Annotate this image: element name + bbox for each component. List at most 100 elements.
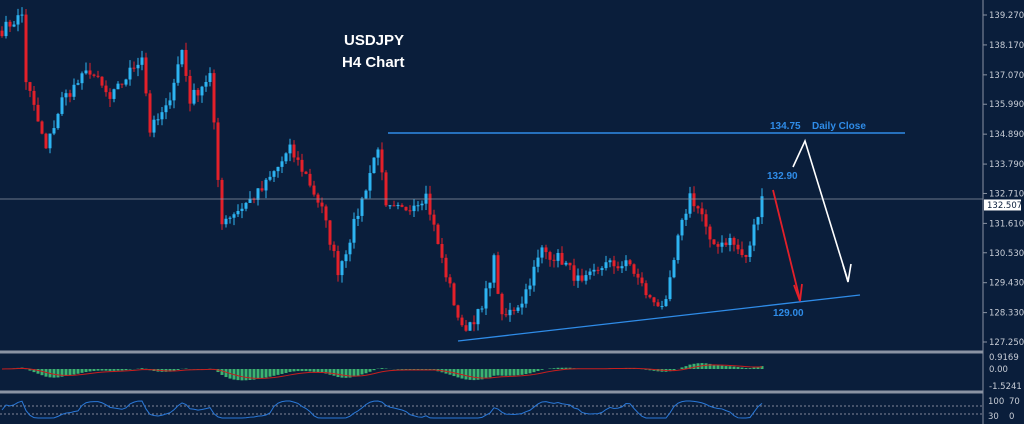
candle-body: [656, 302, 660, 307]
candle-body: [264, 179, 268, 191]
candle-body: [232, 214, 236, 218]
target-high-label: 132.90: [767, 171, 798, 182]
candle-body: [80, 73, 84, 84]
candle-body: [124, 79, 128, 85]
candle-body: [596, 269, 600, 271]
candle-body: [584, 275, 588, 281]
candle-body: [332, 244, 336, 252]
candle-body: [280, 161, 284, 167]
candle-body: [60, 97, 64, 114]
candle-body: [212, 73, 216, 123]
candle-body: [428, 193, 432, 215]
macd-signal-line: [1, 364, 763, 379]
candle-body: [676, 235, 680, 261]
pane-separator: [0, 390, 983, 394]
candle-body: [632, 264, 636, 274]
candle-body: [240, 208, 244, 211]
candle-body: [736, 244, 740, 250]
candle-body: [680, 219, 684, 236]
candle-body: [200, 86, 204, 96]
candle-body: [132, 67, 136, 69]
candle-body: [544, 247, 548, 253]
candle-body: [244, 202, 248, 209]
candle-body: [568, 262, 572, 266]
candle-body: [248, 198, 252, 203]
candle-body: [216, 122, 220, 180]
candle-body: [348, 242, 352, 255]
macd-tick-label: -1.5241: [989, 382, 1022, 392]
candle-body: [68, 93, 72, 97]
candle-body: [516, 307, 520, 311]
candle-body: [592, 269, 596, 272]
candle-body: [48, 133, 52, 149]
candle-body: [236, 210, 240, 215]
candle-body: [548, 252, 552, 260]
candle-body: [556, 252, 560, 261]
oscillator-tick-label: 0: [1009, 412, 1014, 422]
candle-body: [564, 262, 568, 265]
candle-body: [328, 220, 332, 245]
candle-body: [136, 64, 140, 69]
candle-body: [164, 105, 168, 113]
red-arrowhead: [793, 283, 803, 302]
axis-tick-label: 131.610: [989, 219, 1024, 229]
candle-body: [412, 205, 416, 212]
candle-body: [612, 260, 616, 267]
axis-tick-label: 129.430: [989, 279, 1024, 289]
axis-tick-label: 128.330: [989, 309, 1024, 319]
candle-body: [432, 214, 436, 225]
current-price-label: 132.507: [987, 201, 1022, 211]
macd-tick-label: 0.00: [989, 365, 1008, 375]
candle-body: [384, 172, 388, 206]
oscillator-tick-label: 30: [988, 412, 999, 422]
candle-body: [672, 260, 676, 278]
candle-body: [572, 265, 576, 281]
candle-body: [224, 218, 228, 225]
candle-body: [724, 242, 728, 246]
candle-body: [512, 309, 516, 311]
candle-body: [536, 257, 540, 267]
white-arrow: [792, 138, 849, 282]
candle-body: [532, 266, 536, 286]
candle-body: [0, 30, 4, 37]
candle-body: [52, 128, 56, 134]
candle-body: [540, 247, 544, 258]
candle-body: [100, 76, 104, 86]
candle-body: [36, 104, 40, 122]
candle-body: [600, 268, 604, 271]
chart-title: USDJPY: [344, 32, 405, 49]
candle-body: [196, 89, 200, 96]
candle-body: [84, 70, 88, 74]
chart-subtitle: H4 Chart: [342, 54, 405, 71]
candle-body: [44, 133, 48, 149]
candle-body: [364, 190, 368, 199]
axis-tick-label: 139.270: [989, 11, 1024, 21]
macd-tick-label: 0.9169: [989, 353, 1019, 363]
candle-body: [640, 277, 644, 284]
candle-body: [496, 255, 500, 294]
support-level-label: 129.00: [773, 308, 804, 319]
candle-body: [168, 100, 172, 106]
candle-body: [408, 210, 412, 212]
candle-body: [608, 260, 612, 263]
candle-body: [388, 205, 392, 207]
candle-body: [88, 70, 92, 75]
candle-body: [188, 75, 192, 104]
candle-body: [552, 259, 556, 261]
candle-body: [128, 67, 132, 80]
white-arrowhead: [842, 263, 852, 283]
candle-body: [484, 288, 488, 309]
candle-body: [20, 14, 24, 16]
candle-body: [460, 317, 464, 326]
candle-body: [300, 159, 304, 172]
axis-tick-label: 130.530: [989, 249, 1024, 259]
candle-body: [320, 202, 324, 207]
candle-body: [524, 289, 528, 304]
candle-body: [324, 206, 328, 221]
candle-body: [560, 252, 564, 265]
candle-body: [688, 193, 692, 214]
candle-body: [308, 173, 312, 186]
candle-body: [488, 282, 492, 289]
candle-body: [220, 179, 224, 225]
candle-body: [292, 144, 296, 158]
